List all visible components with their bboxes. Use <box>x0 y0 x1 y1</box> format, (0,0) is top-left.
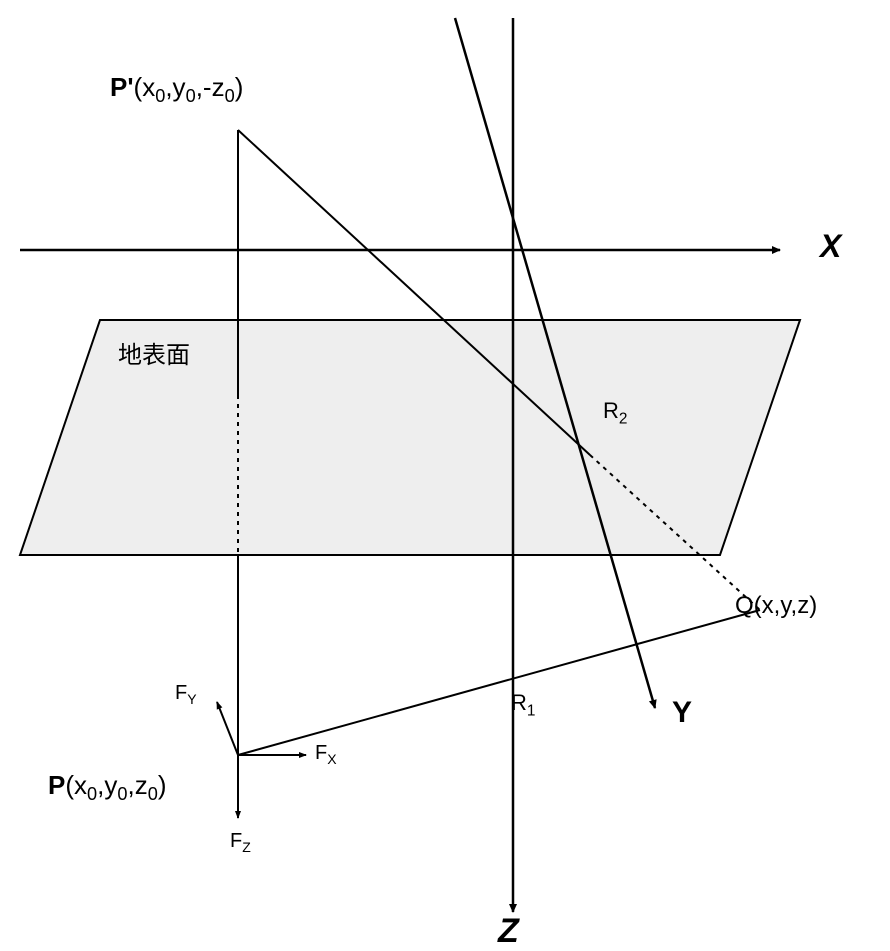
y-axis-label: Y <box>672 696 692 730</box>
r1-sub: 1 <box>527 702 536 719</box>
diagram-canvas: X Y Z 地表面 P'(x0,y0,-z0) P(x0,y0,z0) Q(x,… <box>0 0 890 951</box>
p-sub1: 0 <box>87 784 97 804</box>
fx-text: F <box>315 742 327 764</box>
p-prime-sub1: 0 <box>155 86 165 106</box>
x-axis-label: X <box>820 228 841 265</box>
p-bold: P <box>48 770 65 800</box>
plane-label: 地表面 <box>118 335 190 370</box>
p-prime-bold: P' <box>110 72 134 102</box>
r1-text: R <box>511 690 527 715</box>
p-sub2: 0 <box>117 784 127 804</box>
p-sub3: 0 <box>148 784 158 804</box>
p-mid2: ,z <box>128 770 148 800</box>
r2-text: R <box>603 398 619 423</box>
fz-sub: Z <box>242 839 251 855</box>
fz-label: FZ <box>230 830 251 855</box>
r2-label: R2 <box>603 398 627 428</box>
fy-text: F <box>175 682 187 704</box>
r1-label: R1 <box>511 690 535 720</box>
r2-sub: 2 <box>619 410 628 427</box>
p-rest: (x <box>65 770 87 800</box>
fz-text: F <box>230 830 242 852</box>
z-axis-label: Z <box>498 912 519 951</box>
fx-label: FX <box>315 742 337 767</box>
fy-label: FY <box>175 682 197 707</box>
fx-sub: X <box>327 751 336 767</box>
fy-sub: Y <box>187 691 196 707</box>
p-prime-end: ) <box>235 72 244 102</box>
p-prime-mid1: ,y <box>165 72 185 102</box>
q-label: Q(x,y,z) <box>735 592 817 620</box>
p-mid1: ,y <box>97 770 117 800</box>
p-prime-label: P'(x0,y0,-z0) <box>110 72 243 107</box>
r1-line <box>238 610 760 755</box>
diagram-svg <box>0 0 890 951</box>
p-label: P(x0,y0,z0) <box>48 770 167 805</box>
p-prime-sub2: 0 <box>186 86 196 106</box>
p-prime-mid2: ,-z <box>196 72 225 102</box>
p-prime-rest: (x <box>134 72 156 102</box>
p-end: ) <box>158 770 167 800</box>
fy-arrow <box>217 702 238 755</box>
p-prime-sub3: 0 <box>225 86 235 106</box>
